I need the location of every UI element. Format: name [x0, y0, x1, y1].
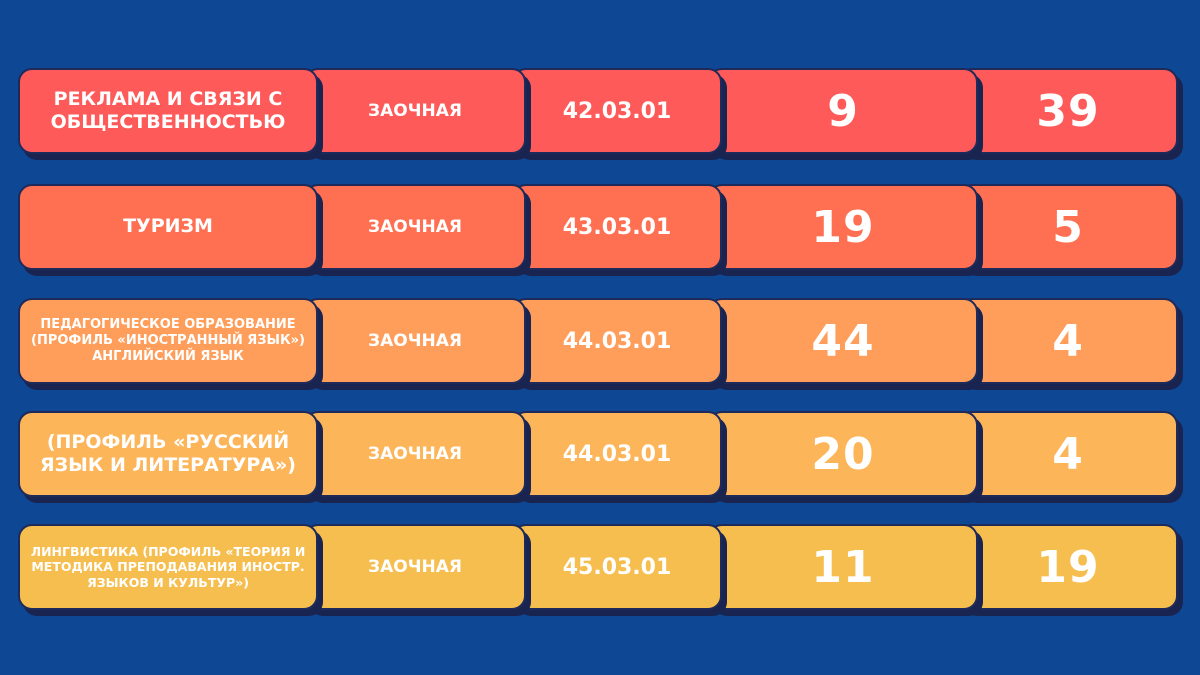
program-name-cell: ЛИНГВИСТИКА (ПРОФИЛЬ «ТЕОРИЯ И МЕТОДИКА … — [18, 524, 318, 610]
study-form-cell: ЗАОЧНАЯ — [304, 184, 526, 270]
program-name-cell: (ПРОФИЛЬ «РУССКИЙ ЯЗЫК И ЛИТЕРАТУРА») — [18, 411, 318, 497]
table-row: ЛИНГВИСТИКА (ПРОФИЛЬ «ТЕОРИЯ И МЕТОДИКА … — [18, 524, 1178, 614]
table-row: ПЕДАГОГИЧЕСКОЕ ОБРАЗОВАНИЕ (ПРОФИЛЬ «ИНО… — [18, 298, 1178, 388]
value1-cell: 19 — [708, 184, 978, 270]
value2-cell: 39 — [958, 68, 1178, 154]
value1-cell: 20 — [708, 411, 978, 497]
value2-cell: 19 — [958, 524, 1178, 610]
table-row: ТУРИЗМ ЗАОЧНАЯ 43.03.01 19 5 — [18, 184, 1178, 274]
program-code-cell: 44.03.01 — [512, 298, 722, 384]
value1-cell: 11 — [708, 524, 978, 610]
study-form-cell: ЗАОЧНАЯ — [304, 524, 526, 610]
program-code-cell: 45.03.01 — [512, 524, 722, 610]
program-name-cell: ПЕДАГОГИЧЕСКОЕ ОБРАЗОВАНИЕ (ПРОФИЛЬ «ИНО… — [18, 298, 318, 384]
table-row: (ПРОФИЛЬ «РУССКИЙ ЯЗЫК И ЛИТЕРАТУРА») ЗА… — [18, 411, 1178, 501]
program-name-cell: РЕКЛАМА И СВЯЗИ С ОБЩЕСТВЕННОСТЬЮ — [18, 68, 318, 154]
value2-cell: 4 — [958, 411, 1178, 497]
study-form-cell: ЗАОЧНАЯ — [304, 68, 526, 154]
value2-cell: 4 — [958, 298, 1178, 384]
program-code-cell: 42.03.01 — [512, 68, 722, 154]
program-name-cell: ТУРИЗМ — [18, 184, 318, 270]
program-code-cell: 43.03.01 — [512, 184, 722, 270]
program-code-cell: 44.03.01 — [512, 411, 722, 497]
study-form-cell: ЗАОЧНАЯ — [304, 298, 526, 384]
value1-cell: 44 — [708, 298, 978, 384]
value1-cell: 9 — [708, 68, 978, 154]
table-row: РЕКЛАМА И СВЯЗИ С ОБЩЕСТВЕННОСТЬЮ ЗАОЧНА… — [18, 68, 1178, 158]
study-form-cell: ЗАОЧНАЯ — [304, 411, 526, 497]
value2-cell: 5 — [958, 184, 1178, 270]
